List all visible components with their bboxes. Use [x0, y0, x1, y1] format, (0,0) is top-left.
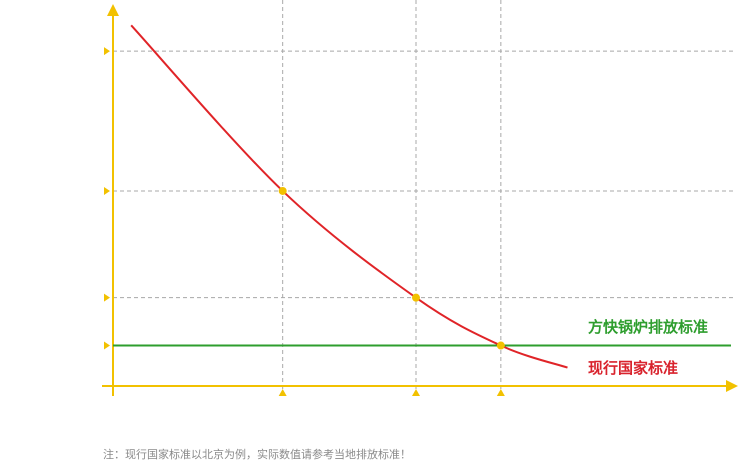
footnote: 注：现行国家标准以北京为例，实际数值请参考当地排放标准！ [103, 448, 411, 461]
x-tick-marker [496, 389, 505, 396]
data-point [278, 186, 287, 195]
grid-lines [113, 0, 733, 393]
x-axis-arrow-icon [726, 380, 738, 392]
series [113, 24, 731, 369]
markers [278, 186, 505, 350]
standard-line-label: 方快锅炉排放标准 [588, 318, 709, 336]
data-point [412, 293, 420, 302]
y-tick-marker [104, 47, 110, 56]
current-standard-curve [130, 24, 568, 369]
axes [102, 4, 738, 396]
x-tick-marker [412, 389, 420, 396]
y-tick-marker [104, 293, 110, 302]
y-tick-marker [104, 341, 110, 350]
data-point [496, 341, 505, 350]
y-axis-arrow-icon [107, 4, 119, 16]
x-tick-marker [278, 389, 287, 396]
current-standard-label: 现行国家标准 [588, 359, 679, 377]
y-tick-marker [104, 186, 110, 195]
